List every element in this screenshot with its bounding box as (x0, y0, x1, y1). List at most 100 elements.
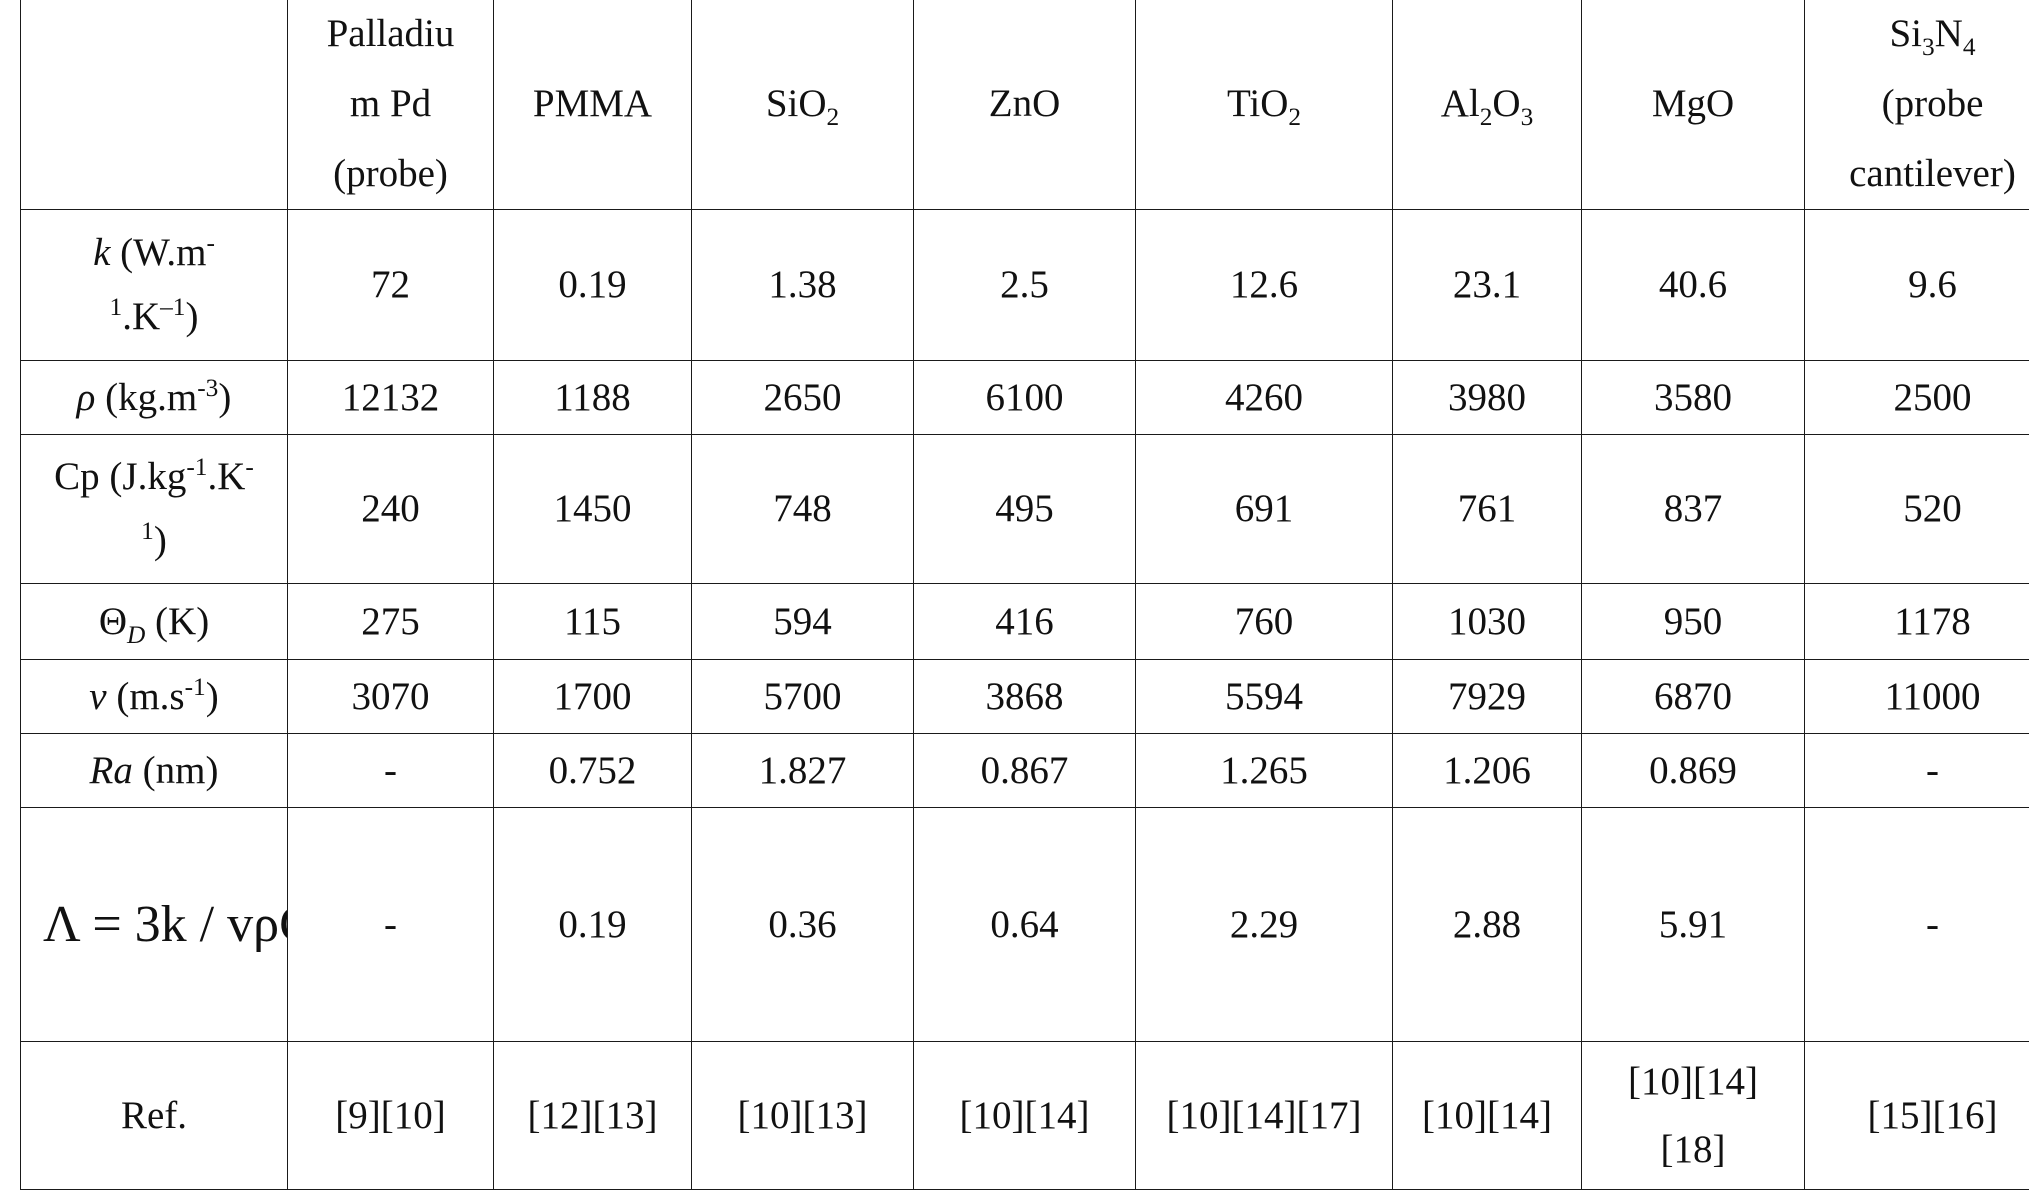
header-si3n4: Si3N4 (probe cantilever) (1804, 0, 2029, 210)
header-tio2: TiO2 (1135, 0, 1393, 210)
header-pmma: PMMA (493, 0, 692, 210)
header-tio2-sub: 2 (1288, 102, 1302, 131)
cell-rho-pmma: 1188 (493, 360, 692, 435)
row-rho: ρ (kg.m-3) 12132 1188 2650 6100 4260 398… (20, 360, 2029, 435)
cell-k-tio2: 12.6 (1135, 209, 1393, 361)
row-label-k-unit2: .K (122, 295, 161, 338)
row-label-k-sup3: –1 (160, 293, 186, 321)
row-label-cp-unit2: .K (207, 455, 246, 498)
cell-k-si3n4: 9.6 (1804, 209, 2029, 361)
cell-v-pmma: 1700 (493, 659, 692, 734)
row-label-rho-unit1: (kg.m (95, 375, 198, 419)
row-k: k (W.m- 1.K–1) 72 0.19 1.38 2.5 12.6 23.… (20, 209, 2029, 361)
row-label-k-sup1: - (206, 229, 215, 257)
cell-ref-tio2: [10][14][17] (1135, 1041, 1393, 1190)
cell-theta-sio2: 594 (691, 583, 914, 660)
row-v: v (m.s-1) 3070 1700 5700 3868 5594 7929 … (20, 659, 2029, 734)
cell-lambda-mgo: 5.91 (1581, 807, 1805, 1042)
row-label-v-symbol: v (89, 674, 107, 718)
row-label-k-sup2: 1 (109, 293, 123, 321)
cell-v-al2o3: 7929 (1392, 659, 1582, 734)
cell-lambda-zno: 0.64 (913, 807, 1136, 1042)
row-ref: Ref. [9][10] [12][13] [10][13] [10][14] … (20, 1041, 2029, 1190)
cell-rho-zno: 6100 (913, 360, 1136, 435)
material-properties-table: Palladiu m Pd (probe) PMMA SiO2 ZnO TiO2… (20, 0, 2029, 1190)
cell-ra-al2o3: 1.206 (1392, 733, 1582, 808)
cell-cp-sio2: 748 (691, 434, 914, 584)
row-lambda: Λ = 3k / vρC - 0.19 0.36 0.64 2.29 2.88 … (20, 807, 2029, 1042)
cell-v-sio2: 5700 (691, 659, 914, 734)
cell-ref-mgo: [10][14] [18] (1581, 1041, 1805, 1190)
cell-k-mgo: 40.6 (1581, 209, 1805, 361)
header-palladium-line1: Palladiu (326, 12, 455, 55)
header-al2o3-a-sub: 2 (1479, 102, 1493, 131)
row-label-theta-sub: D (127, 620, 145, 648)
header-al2o3: Al2O3 (1392, 0, 1582, 210)
row-label-rho-unit2: ) (218, 375, 232, 419)
cell-ra-pmma: 0.752 (493, 733, 692, 808)
header-corner-cell (20, 0, 288, 210)
header-zno: ZnO (913, 0, 1136, 210)
cell-ra-pd: - (287, 733, 494, 808)
cell-ref-zno: [10][14] (913, 1041, 1136, 1190)
row-label-ra: Ra (nm) (20, 733, 288, 808)
row-label-k-line1: k (W.m- (25, 221, 283, 285)
row-label-ref: Ref. (20, 1041, 288, 1190)
header-mgo: MgO (1581, 0, 1805, 210)
cell-rho-sio2: 2650 (691, 360, 914, 435)
cell-cp-al2o3: 761 (1392, 434, 1582, 584)
cell-v-pd: 3070 (287, 659, 494, 734)
row-label-theta-unit: (K) (145, 599, 210, 643)
row-ra: Ra (nm) - 0.752 1.827 0.867 1.265 1.206 … (20, 733, 2029, 808)
row-label-rho-symbol: ρ (76, 375, 96, 419)
header-si3n4-line2: (probe (1881, 82, 1984, 125)
cell-k-pd: 72 (287, 209, 494, 361)
cell-lambda-al2o3: 2.88 (1392, 807, 1582, 1042)
row-label-ra-symbol: Ra (89, 748, 133, 792)
cell-cp-mgo: 837 (1581, 434, 1805, 584)
cell-lambda-tio2: 2.29 (1135, 807, 1393, 1042)
cell-k-sio2: 1.38 (691, 209, 914, 361)
cell-cp-pmma: 1450 (493, 434, 692, 584)
cell-theta-mgo: 950 (1581, 583, 1805, 660)
cell-ra-si3n4: - (1804, 733, 2029, 808)
cell-cp-tio2: 691 (1135, 434, 1393, 584)
row-label-v: v (m.s-1) (20, 659, 288, 734)
header-row: Palladiu m Pd (probe) PMMA SiO2 ZnO TiO2… (20, 0, 2029, 210)
row-label-k-unit3: ) (185, 295, 199, 338)
cell-v-mgo: 6870 (1581, 659, 1805, 734)
cell-ref-mgo-line1: [10][14] (1628, 1059, 1758, 1103)
header-si3n4-b-sub: 4 (1962, 32, 1976, 61)
header-sio2: SiO2 (691, 0, 914, 210)
cell-lambda-sio2: 0.36 (691, 807, 914, 1042)
cell-rho-al2o3: 3980 (1392, 360, 1582, 435)
row-label-v-unit1: (m.s (106, 674, 185, 718)
cell-rho-si3n4: 2500 (1804, 360, 2029, 435)
cell-v-si3n4: 11000 (1804, 659, 2029, 734)
header-palladium: Palladiu m Pd (probe) (287, 0, 494, 210)
row-label-v-unit2: ) (205, 674, 219, 718)
row-label-v-sup1: -1 (184, 672, 206, 701)
cell-cp-zno: 495 (913, 434, 1136, 584)
cell-ra-mgo: 0.869 (1581, 733, 1805, 808)
header-palladium-line2: m Pd (349, 82, 432, 125)
cell-ref-mgo-line2: [18] (1660, 1127, 1726, 1171)
header-tio2-base: TiO (1226, 82, 1289, 125)
cell-theta-al2o3: 1030 (1392, 583, 1582, 660)
cell-lambda-si3n4: - (1804, 807, 2029, 1042)
header-si3n4-line1: Si3N4 (1809, 0, 2029, 69)
cell-theta-pmma: 115 (493, 583, 692, 660)
header-al2o3-a: Al (1440, 82, 1480, 125)
cell-k-zno: 2.5 (913, 209, 1136, 361)
cell-ref-sio2: [10][13] (691, 1041, 914, 1190)
cell-rho-tio2: 4260 (1135, 360, 1393, 435)
cell-ref-pd: [9][10] (287, 1041, 494, 1190)
row-label-theta-sub-d: D (126, 620, 146, 649)
cell-k-pmma: 0.19 (493, 209, 692, 361)
cell-ref-al2o3: [10][14] (1392, 1041, 1582, 1190)
cell-ref-pmma: [12][13] (493, 1041, 692, 1190)
cell-cp-si3n4: 520 (1804, 434, 2029, 584)
header-sio2-base: SiO (765, 82, 827, 125)
row-theta: ΘD (K) 275 115 594 416 760 1030 950 1178 (20, 583, 2029, 660)
cell-k-al2o3: 23.1 (1392, 209, 1582, 361)
